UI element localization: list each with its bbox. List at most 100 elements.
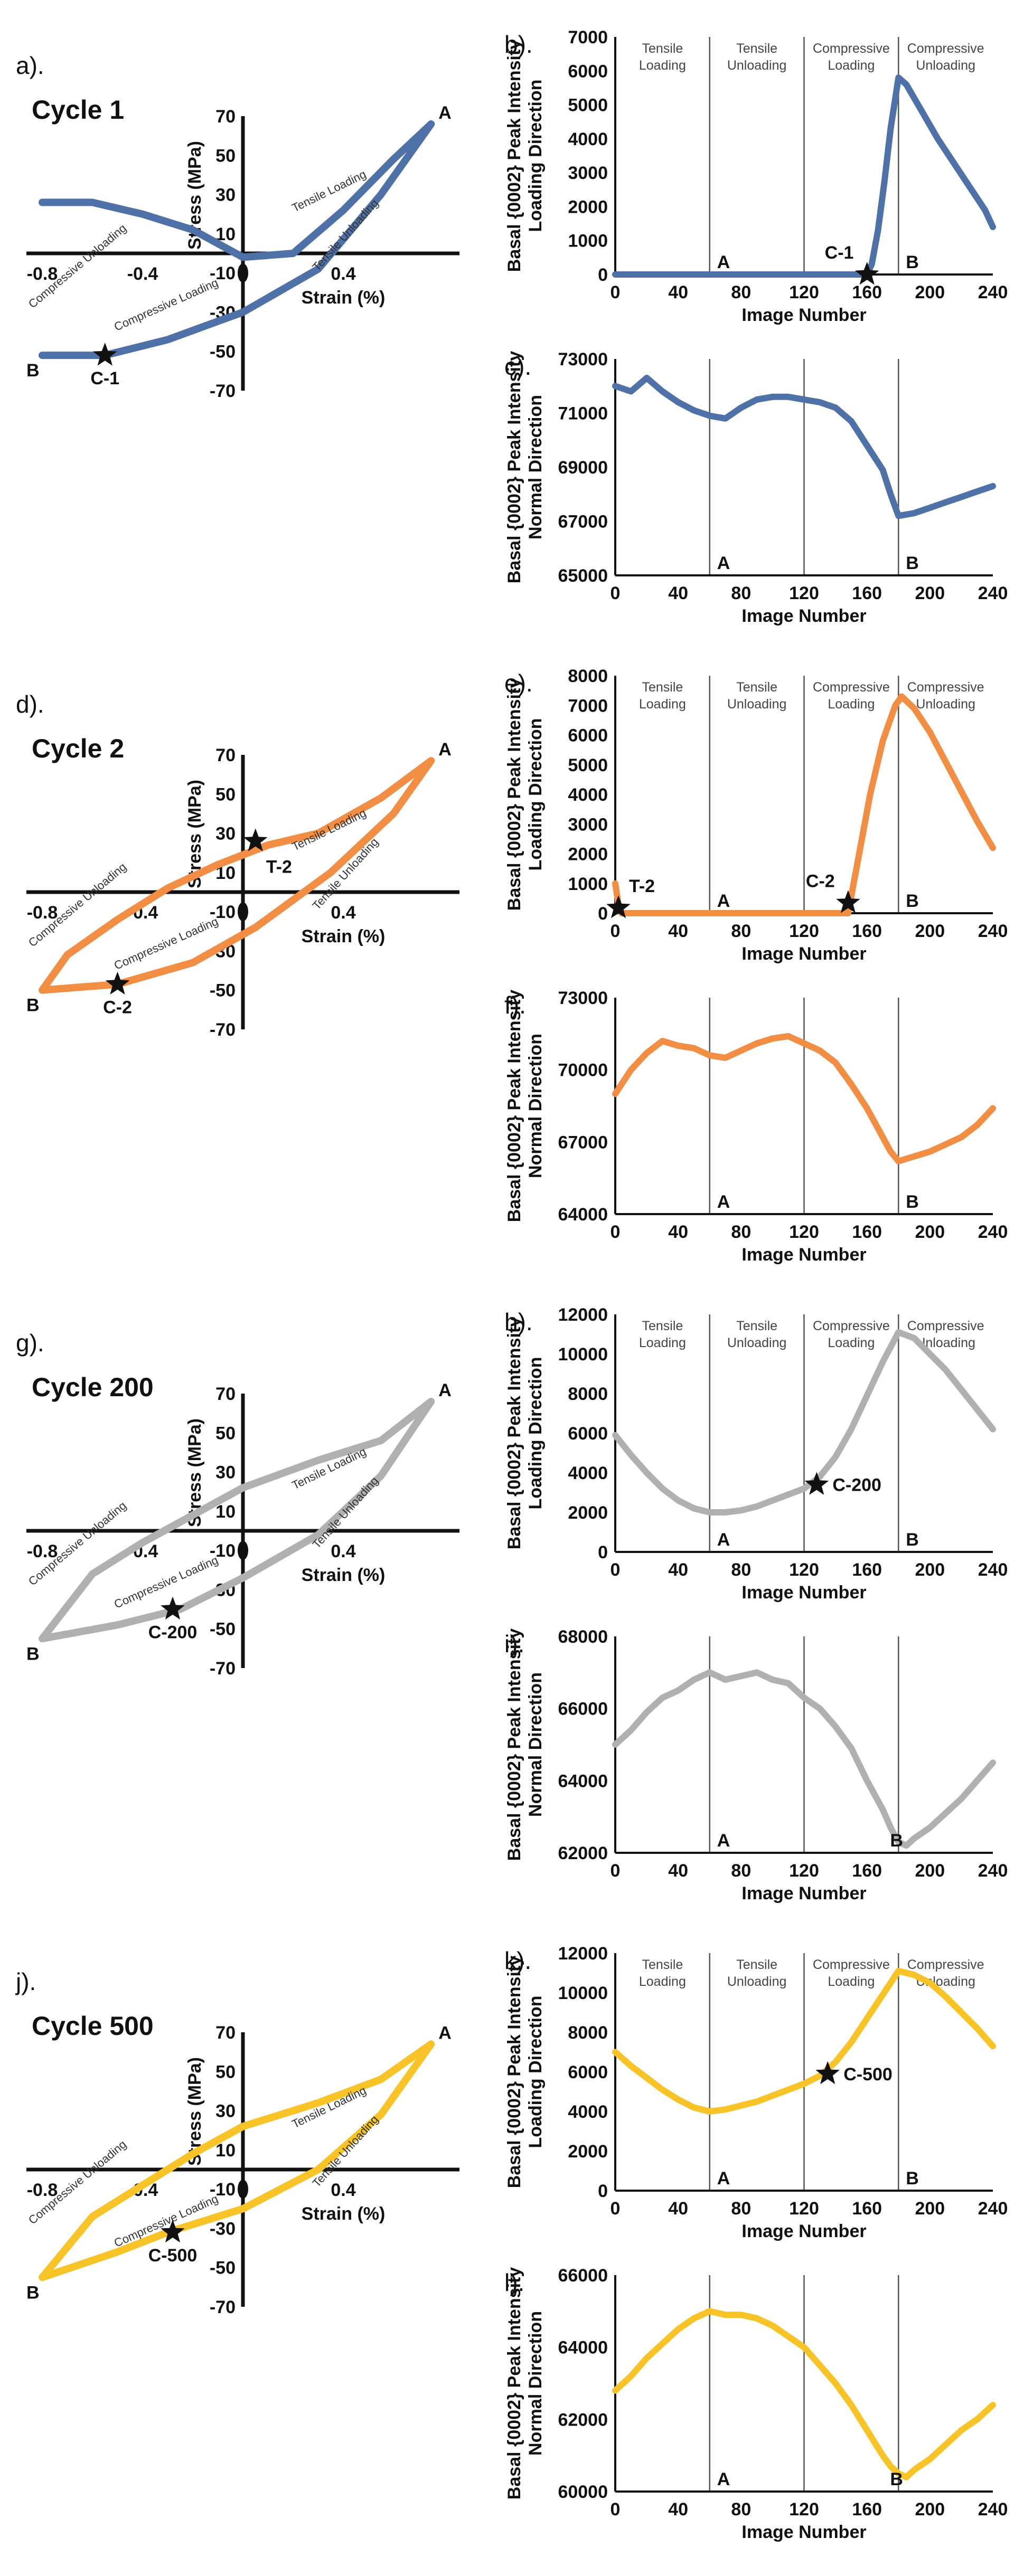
x-tick-label: 120 [789, 2499, 819, 2520]
y-tick-label: -10 [210, 263, 236, 283]
y-axis-title-line: Loading Direction [525, 718, 546, 871]
star-label: C-1 [825, 243, 854, 263]
point-label-B: B [906, 1530, 919, 1550]
panel-label: g). [16, 1329, 44, 1357]
panel-label: c). [504, 353, 531, 380]
point-label-A: A [717, 2168, 730, 2189]
point-label-A: A [438, 103, 452, 123]
point-label-B: B [890, 1831, 903, 1851]
x-axis-title: Image Number [741, 2522, 866, 2542]
origin-marker [238, 2180, 248, 2199]
intensity-series [612, 74, 996, 278]
x-tick-label: 160 [852, 282, 882, 302]
hysteresis-loop [39, 120, 435, 359]
point-label-B: B [26, 996, 40, 1016]
chart-title: Cycle 200 [32, 1372, 154, 1402]
y-tick-label: 62000 [558, 2410, 608, 2430]
y-tick-label: 12000 [558, 1944, 608, 1964]
x-tick-label: 80 [731, 282, 751, 302]
y-axis-title-line: Basal {0002} Peak Intensity [504, 990, 524, 1222]
x-tick-label: 200 [915, 2199, 945, 2219]
y-tick-label: -50 [210, 2258, 236, 2278]
point-label-B: B [26, 1644, 40, 1664]
x-tick-label: -0.8 [27, 264, 58, 284]
chart-title: Cycle 500 [32, 2011, 154, 2041]
panel-label: i). [504, 1630, 524, 1658]
y-tick-label: 4000 [568, 1463, 608, 1483]
panel-label: e). [504, 669, 533, 697]
panel-f: f). 0 40 80 120 160 200 240 64000 67000 70000 73000… [504, 988, 1008, 1265]
y-tick-label: -10 [210, 2180, 236, 2200]
phase-label: Tensile [736, 680, 777, 695]
x-tick-label: 160 [852, 1861, 882, 1881]
y-tick-label: 10000 [558, 1344, 608, 1365]
x-tick-label: 200 [915, 282, 945, 302]
x-tick-label: 80 [731, 583, 751, 603]
y-axis-title: Basal {0002} Peak IntensityNormal Direct… [504, 1628, 546, 1861]
y-axis-title-line: Normal Direction [525, 1672, 546, 1817]
phase-label: Tensile [736, 1319, 777, 1333]
x-tick-label: 0 [611, 282, 621, 302]
x-axis-title: Image Number [741, 1245, 866, 1265]
x-tick-label: 0 [611, 1560, 621, 1580]
x-tick-label: 160 [852, 1560, 882, 1580]
x-tick-label: 0 [611, 1861, 621, 1881]
panel-l: l). 0 40 80 120 160 200 240 60000 62000 64000 66000… [504, 2266, 1008, 2542]
x-tick-label: 40 [668, 583, 688, 603]
y-axis-title: Basal {0002} Peak IntensityLoading Direc… [504, 1956, 546, 2188]
y-axis-title-line: Basal {0002} Peak Intensity [504, 2267, 524, 2499]
x-axis-title: Image Number [741, 944, 866, 964]
x-tick-label: 160 [852, 583, 882, 603]
y-tick-label: 73000 [558, 349, 608, 370]
point-label-A: A [438, 1380, 452, 1400]
segment-label: Compressive Loading [112, 914, 220, 972]
segment-label: Tensile Unloading [310, 2113, 381, 2190]
y-tick-label: 1000 [568, 231, 608, 251]
y-tick-label: 30 [215, 2101, 236, 2122]
intensity-series [612, 1033, 996, 1164]
x-tick-label: 0.4 [331, 1541, 355, 1561]
y-tick-label: 69000 [558, 458, 608, 478]
y-tick-label: 30 [215, 185, 236, 205]
segment-label: Compressive Loading [112, 1553, 220, 1611]
x-tick-label: 0 [611, 583, 621, 603]
y-tick-label: -70 [210, 2297, 236, 2317]
phase-label: Tensile [642, 1319, 683, 1333]
y-tick-label: 6000 [568, 2062, 608, 2082]
y-axis-title: Basal {0002} Peak IntensityNormal Direct… [504, 990, 546, 1222]
x-axis-title: Image Number [741, 2221, 866, 2241]
y-axis-title: Basal {0002} Peak IntensityLoading Direc… [504, 678, 546, 911]
intensity-series [612, 2308, 996, 2480]
y-tick-label: 5000 [568, 755, 608, 775]
panel-label: d). [16, 690, 44, 718]
y-axis-title-line: Normal Direction [525, 395, 546, 539]
panel-h: h). Tensile Loading Tensile Unloading Compres… [504, 1305, 1008, 1603]
phase-label: Tensile [642, 680, 683, 695]
y-tick-label: 8000 [568, 2023, 608, 2043]
y-tick-label: -10 [210, 1541, 236, 1561]
x-tick-label: 80 [731, 1222, 751, 1242]
y-tick-label: 71000 [558, 404, 608, 424]
point-label-B: B [906, 891, 919, 911]
x-tick-label: 0 [611, 921, 621, 941]
y-axis-title-line: Loading Direction [525, 1357, 546, 1510]
y-tick-label: 5000 [568, 96, 608, 116]
star-label: C-2 [806, 871, 835, 891]
x-tick-label: 120 [789, 1861, 819, 1881]
x-tick-label: 160 [852, 2199, 882, 2219]
phase-label: Tensile [736, 1957, 777, 1972]
star-label: C-1 [90, 368, 119, 389]
x-tick-label: 160 [852, 921, 882, 941]
point-label-A: A [717, 891, 730, 911]
y-tick-label: -70 [210, 381, 236, 401]
phase-label: Compressive [907, 680, 984, 695]
x-tick-label: 200 [915, 1861, 945, 1881]
x-tick-label: 240 [978, 583, 1008, 603]
y-tick-label: 70 [215, 2023, 236, 2043]
panel-i: i). 0 40 80 120 160 200 240 62000 64000 66000 68000… [504, 1627, 1008, 1903]
x-tick-label: 200 [915, 1560, 945, 1580]
x-tick-label: 0 [611, 2199, 621, 2219]
y-axis-title: Basal {0002} Peak IntensityNormal Direct… [504, 2267, 546, 2499]
x-tick-label: -0.8 [27, 2180, 58, 2200]
phase-label: Tensile [642, 1957, 683, 1972]
